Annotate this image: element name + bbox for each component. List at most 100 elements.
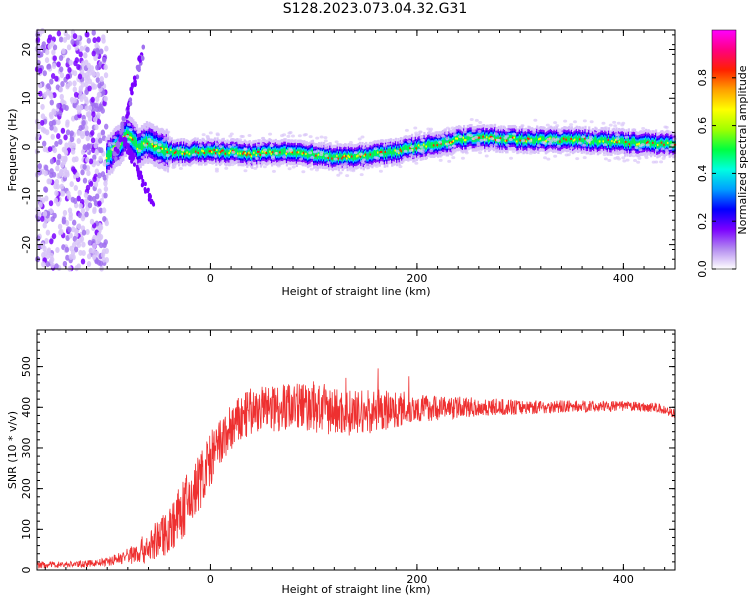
spectrogram-band-cell — [340, 153, 343, 160]
spectrogram-band-cell — [441, 139, 445, 146]
spectrogram-noise-cell — [94, 96, 100, 103]
spectrogram-noise-cell — [100, 129, 106, 136]
spectrogram-peak-cell — [317, 153, 321, 156]
spectrogram-noise-cell — [56, 159, 61, 166]
spectrogram-band-cell — [645, 138, 648, 145]
spectrogram-halo-cell — [408, 149, 413, 153]
spectrogram-peak-cell — [364, 153, 368, 156]
spectrogram-noise-cell — [85, 31, 90, 38]
y-tick-label: 0 — [20, 567, 33, 574]
spectrogram-noise-cell — [64, 246, 70, 253]
spectrogram-halo-cell — [227, 163, 232, 167]
spectrogram-halo-cell — [359, 173, 364, 177]
spectrogram-halo-cell — [199, 161, 204, 165]
spectrogram-halo-cell — [289, 148, 294, 152]
x-tick-label: 0 — [207, 272, 214, 285]
spectrogram-halo-cell — [345, 174, 350, 178]
spectrogram-peak-cell — [614, 139, 618, 142]
spectrogram-noise-cell — [103, 72, 109, 79]
spectrogram-peak-cell — [186, 151, 190, 154]
spectrogram-band-cell — [393, 149, 396, 156]
spectrogram-noise-cell — [47, 43, 52, 50]
snr-y-ticks: 0 100 200 300 400 500 — [20, 333, 675, 574]
spectrogram-noise-cell — [100, 107, 105, 114]
spectrogram-peak-cell — [248, 151, 252, 154]
spectrogram-halo-cell — [414, 131, 419, 135]
spectrogram-peak-cell — [183, 152, 187, 155]
spectrogram-streak-cell — [126, 105, 130, 111]
spectrogram-noise-cell — [97, 172, 102, 179]
spectrogram-halo-cell — [625, 158, 630, 162]
spectrogram-halo-cell — [512, 125, 517, 129]
spectrogram-halo-cell — [462, 130, 467, 134]
spectrogram-noise-cell — [54, 263, 59, 270]
spectrogram-halo-cell — [253, 166, 258, 170]
spectrogram-band-cell — [532, 137, 535, 144]
spectrogram-halo-cell — [145, 126, 150, 130]
spectrogram-band-cell — [405, 145, 409, 152]
spectrogram-band-cell — [164, 146, 167, 156]
spectrogram-band-cell — [178, 150, 181, 157]
spectrogram-band-cell — [226, 149, 229, 156]
spectrogram-halo-cell — [324, 154, 329, 158]
spectrogram-band-cell — [261, 149, 264, 156]
spectrogram-halo-cell — [413, 126, 418, 130]
spectrogram-peak-cell — [417, 144, 421, 147]
spectrogram-noise-cell — [95, 77, 101, 84]
spectrogram-streak-cell — [151, 201, 155, 206]
spectrogram-noise-cell — [66, 190, 71, 197]
spectrogram-peak-cell — [573, 138, 577, 141]
spectrogram-halo-cell — [608, 123, 613, 127]
spectrogram-band-cell — [206, 147, 209, 154]
spectrogram-band-cell — [542, 136, 545, 142]
spectrogram-band-cell — [389, 147, 393, 154]
spectrogram-halo-cell — [229, 132, 234, 136]
spectrogram-peak-cell — [450, 142, 454, 145]
spectrogram-halo-cell — [469, 118, 474, 122]
spectrogram-halo-cell — [324, 146, 329, 150]
spectrogram-halo-cell — [586, 139, 591, 143]
spectrogram-halo-cell — [418, 130, 423, 134]
spectrogram-halo-cell — [619, 150, 624, 154]
spectrogram-noise-cell — [76, 138, 81, 145]
x-tick-label: 200 — [406, 573, 427, 586]
spectrogram-halo-cell — [391, 163, 396, 167]
spectrogram-noise-cell — [80, 81, 86, 88]
spectrogram-noise-cell — [90, 129, 95, 136]
spectrogram-band-cell — [543, 136, 546, 143]
spectrogram-halo-cell — [322, 166, 327, 170]
spectrogram-halo-cell — [476, 143, 481, 147]
spectrogram-peak-cell — [194, 150, 198, 153]
spectrogram-noise-cell — [93, 142, 98, 149]
spectrogram-streak-cell — [129, 152, 133, 157]
spectrogram-peak-cell — [327, 156, 331, 159]
spectrogram-halo-cell — [474, 118, 479, 122]
spectrogram-halo-cell — [326, 161, 331, 165]
spectrogram-halo-cell — [302, 133, 307, 137]
spectrogram-halo-cell — [243, 169, 248, 173]
spectrogram-peak-cell — [350, 155, 354, 158]
spectrogram-peak-cell — [363, 154, 367, 157]
spectrogram-halo-cell — [372, 140, 377, 144]
spectrogram-noise-cell — [53, 126, 58, 133]
spectrogram-halo-cell — [545, 123, 550, 127]
spectrogram-halo-cell — [358, 152, 363, 156]
spectrogram-halo-cell — [142, 159, 147, 163]
spectrogram-band-cell — [353, 153, 357, 160]
spectrogram-halo-cell — [285, 149, 290, 153]
spectrogram-halo-cell — [357, 137, 362, 141]
spectrogram-band-cell — [417, 143, 420, 150]
spectrogram-halo-cell — [171, 165, 176, 169]
spectrogram-noise-cell — [96, 118, 102, 125]
spectrogram-halo-cell — [549, 139, 554, 143]
spectrogram-halo-cell — [201, 133, 206, 137]
spectrogram-noise-cell — [59, 169, 64, 176]
spectrogram-halo-cell — [274, 151, 279, 155]
spectrogram-halo-cell — [136, 130, 141, 134]
spectrogram-noise-cell — [52, 55, 57, 62]
spectrogram-halo-cell — [256, 144, 261, 148]
spectrogram-halo-cell — [451, 144, 456, 148]
spectrogram-noise-cell — [58, 66, 64, 73]
spectrogram-band-cell — [334, 154, 337, 161]
spectrogram-noise-cell — [47, 178, 53, 185]
